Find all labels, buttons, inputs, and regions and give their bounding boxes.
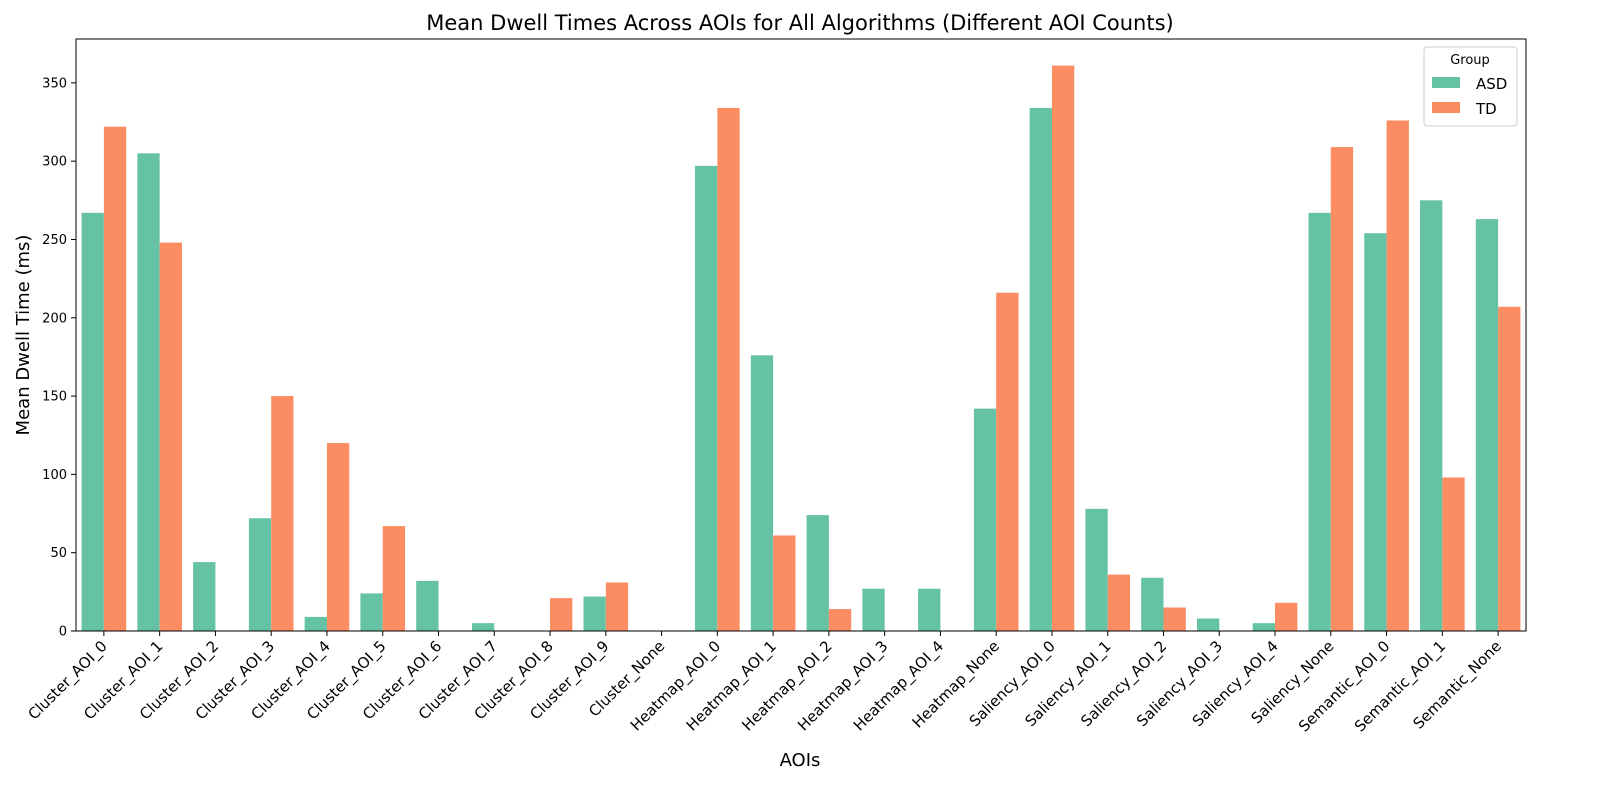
- bar-td-cluster-aoi-3: [271, 396, 294, 631]
- bar-asd-saliency-aoi-4: [1252, 623, 1276, 631]
- bar-asd-cluster-aoi-6: [416, 580, 439, 631]
- legend-title: Group: [1450, 53, 1490, 68]
- bar-asd-cluster-aoi-7: [471, 623, 495, 631]
- bar-asd-saliency-aoi-1: [1085, 508, 1108, 631]
- bar-asd-heatmap-aoi-1: [750, 355, 774, 631]
- bar-td-cluster-aoi-0: [103, 126, 127, 631]
- bar-asd-saliency-aoi-2: [1141, 577, 1164, 631]
- legend-swatch-td: [1432, 102, 1460, 113]
- bar-asd-heatmap-aoi-4: [918, 588, 941, 631]
- y-axis: 0 50 100 150 200 250 300 350: [42, 76, 76, 640]
- bar-asd-heatmap-aoi-2: [806, 515, 829, 631]
- legend-label-td: TD: [1475, 100, 1497, 118]
- bar-td-cluster-aoi-1: [159, 242, 182, 631]
- bar-td-saliency-aoi-1: [1107, 574, 1131, 631]
- bar-td-saliency-aoi-2: [1163, 607, 1186, 631]
- bar-asd-heatmap-none: [973, 408, 997, 631]
- bar-td-heatmap-aoi-2: [828, 609, 852, 631]
- bar-asd-cluster-aoi-9: [583, 596, 606, 631]
- y-tick-label: 250: [42, 233, 67, 248]
- chart-title: Mean Dwell Times Across AOIs for All Alg…: [426, 11, 1173, 35]
- bar-asd-saliency-aoi-3: [1196, 618, 1220, 631]
- bar-asd-cluster-aoi-5: [360, 593, 383, 631]
- bar-td-heatmap-aoi-0: [717, 107, 740, 631]
- bar-asd-semantic-aoi-1: [1420, 200, 1443, 631]
- bar-asd-cluster-aoi-0: [81, 212, 104, 631]
- bar-asd-cluster-aoi-2: [193, 562, 216, 631]
- y-tick-label: 0: [59, 625, 67, 640]
- legend-swatch-asd: [1432, 77, 1460, 88]
- bar-td-saliency-aoi-4: [1275, 602, 1298, 631]
- bar-asd-semantic-aoi-0: [1364, 233, 1387, 631]
- x-axis: Cluster_AOI_0Cluster_AOI_1Cluster_AOI_2C…: [24, 631, 1506, 736]
- y-tick-label: 300: [42, 155, 67, 170]
- y-tick-label: 150: [42, 390, 67, 405]
- x-axis-label: AOIs: [780, 750, 821, 771]
- bar-td-heatmap-aoi-1: [773, 535, 796, 631]
- bar-td-cluster-aoi-9: [605, 582, 629, 631]
- bar-td-saliency-none: [1330, 147, 1354, 631]
- bars-layer: [81, 65, 1521, 632]
- bar-td-semantic-none: [1498, 306, 1521, 631]
- bar-asd-semantic-none: [1475, 219, 1499, 632]
- bar-td-cluster-aoi-8: [550, 598, 573, 631]
- y-tick-label: 100: [42, 468, 67, 483]
- bar-asd-cluster-aoi-3: [248, 518, 272, 631]
- bar-asd-cluster-aoi-1: [137, 153, 160, 631]
- legend-label-asd: ASD: [1476, 75, 1507, 93]
- bar-asd-heatmap-aoi-0: [695, 165, 718, 632]
- y-tick-label: 50: [50, 546, 67, 561]
- bar-td-semantic-aoi-0: [1386, 120, 1409, 631]
- bar-td-cluster-aoi-5: [382, 526, 406, 631]
- y-tick-label: 200: [42, 311, 67, 326]
- bar-td-semantic-aoi-1: [1442, 477, 1465, 631]
- bar-td-heatmap-none: [996, 292, 1019, 631]
- y-tick-label: 350: [42, 76, 67, 91]
- bar-asd-saliency-aoi-0: [1029, 107, 1052, 631]
- y-axis-label: Mean Dwell Time (ms): [13, 235, 34, 436]
- legend: Group ASD TD: [1423, 46, 1518, 127]
- bar-asd-heatmap-aoi-3: [862, 588, 885, 631]
- bar-asd-cluster-aoi-4: [304, 616, 327, 631]
- axes-frame: [75, 38, 1527, 632]
- bar-td-cluster-aoi-4: [326, 443, 350, 631]
- bar-asd-saliency-none: [1308, 212, 1331, 631]
- bar-td-saliency-aoi-0: [1051, 65, 1075, 632]
